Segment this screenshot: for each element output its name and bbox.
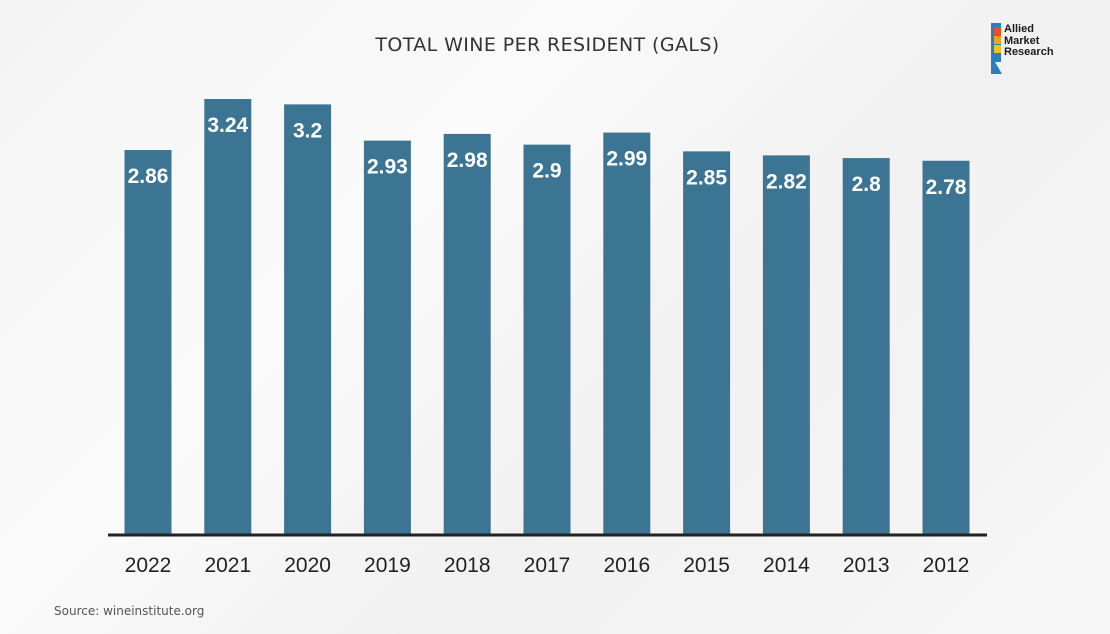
data-label-2017: 2.9 [532,160,561,183]
bar-2018 [443,133,491,534]
x-tick-2020: 2020 [284,554,331,577]
x-tick-2018: 2018 [444,554,491,577]
bar-2014 [762,155,810,534]
x-tick-2013: 2013 [843,554,890,577]
data-label-2019: 2.93 [367,156,408,179]
data-label-2012: 2.78 [926,176,967,199]
logo-line-2: Market [1004,34,1040,47]
x-tick-2014: 2014 [763,554,810,577]
x-tick-2012: 2012 [923,554,970,577]
logo-wordmark: Allied Market Research [1004,23,1054,59]
bar-2022 [124,150,172,534]
bar-2016 [603,132,651,534]
allied-market-research-logo: Allied Market Research [990,22,1090,78]
bar-2015 [683,151,731,534]
x-tick-2019: 2019 [364,554,411,577]
logo-mark-icon [991,23,1002,74]
bar-2019 [363,140,411,535]
data-label-2016: 2.99 [606,148,647,171]
source-note: Source: wineinstitute.org [54,604,205,618]
bar-2012 [922,160,970,534]
x-tick-2015: 2015 [683,554,730,577]
bar-2017 [523,144,571,535]
bar-2021 [204,99,252,534]
data-label-2015: 2.85 [686,166,727,189]
logo-line-3: Research [1004,46,1054,58]
bar-2013 [842,158,890,534]
logo-line-1: Allied [1004,23,1034,35]
data-label-2020: 3.2 [293,119,322,142]
data-label-2014: 2.82 [766,170,807,193]
data-label-2018: 2.98 [447,149,488,172]
bar-2020 [284,104,332,535]
data-label-2021: 3.24 [207,114,248,137]
x-tick-2017: 2017 [524,554,571,577]
x-tick-2016: 2016 [603,554,650,577]
data-label-2022: 2.86 [128,165,169,188]
x-tick-2021: 2021 [204,554,251,577]
x-tick-2022: 2022 [125,554,172,577]
data-label-2013: 2.8 [852,173,882,196]
chart-title: TOTAL WINE PER RESIDENT (GALS) [375,34,720,56]
